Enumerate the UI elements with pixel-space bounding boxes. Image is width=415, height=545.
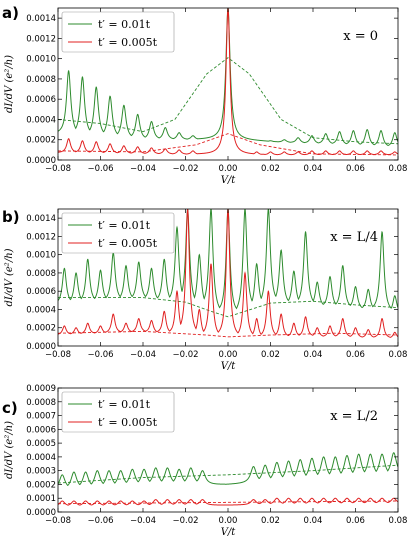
y-tick-label: 0.0009: [26, 384, 56, 394]
y-tick-label: 0.0000: [26, 342, 56, 352]
y-axis-label: dI/dV (e²/h): [4, 55, 15, 113]
legend-entry: t′ = 0.01t: [98, 18, 151, 31]
series-group: [58, 8, 398, 156]
x-tick-label: −0.02: [172, 516, 198, 526]
x-tick-label: −0.04: [130, 350, 156, 360]
panel-label: b): [2, 208, 20, 226]
series-group: [58, 209, 398, 338]
x-tick-label: 0.00: [219, 350, 238, 360]
legend: t′ = 0.01t t′ = 0.005t: [61, 212, 175, 254]
panel-label: a): [2, 4, 19, 22]
series-line-4: [58, 133, 398, 156]
y-tick-label: 0.0002: [26, 136, 56, 146]
x-axis-label: V/t: [221, 361, 237, 372]
y-tick-label: 0.0007: [26, 412, 56, 422]
y-tick-label: 0.0004: [26, 115, 56, 125]
panel-annotation: x = 0: [343, 29, 378, 44]
x-tick-label: 0.00: [219, 516, 238, 526]
x-tick-label: 0.04: [304, 350, 323, 360]
y-tick-label: 0.0014: [26, 14, 56, 24]
y-tick-label: 0.0004: [26, 305, 56, 315]
series-line-1: [58, 452, 398, 487]
panel-annotation: x = L/4: [330, 230, 378, 245]
x-tick-label: 0.08: [389, 350, 408, 360]
legend-entry: t′ = 0.005t: [98, 36, 158, 49]
panel-label: c): [2, 399, 18, 417]
y-tick-label: 0.0012: [26, 232, 56, 242]
legend-entry: t′ = 0.01t: [98, 219, 151, 232]
x-tick-label: −0.06: [87, 350, 113, 360]
x-tick-label: −0.08: [45, 164, 71, 174]
x-axis-label: V/t: [221, 527, 237, 538]
x-tick-label: 0.02: [261, 350, 280, 360]
chart-panel-1: −0.08 −0.06 −0.04 −0.02 0.00 0.02 0.04 0.06 0.08…: [2, 4, 407, 186]
legend-entry: t′ = 0.005t: [98, 416, 158, 429]
y-tick-label: 0.0012: [26, 34, 56, 44]
y-tick-label: 0.0006: [26, 425, 56, 435]
y-tick-label: 0.0002: [26, 324, 56, 334]
y-tick-label: 0.0002: [26, 480, 56, 490]
y-tick-label: 0.0003: [26, 467, 56, 477]
chart-panel-2: −0.08 −0.06 −0.04 −0.02 0.00 0.02 0.04 0.06 0.08…: [2, 208, 407, 372]
series-line-2: [58, 464, 398, 484]
chart-panel-3: −0.08 −0.06 −0.04 −0.02 0.00 0.02 0.04 0.06 0.08…: [2, 384, 407, 538]
series-line-4: [58, 500, 398, 505]
y-tick-label: 0.0006: [26, 287, 56, 297]
y-axis-label: dI/dV (e²/h): [4, 421, 15, 479]
y-axis-label: dI/dV (e²/h): [4, 248, 15, 306]
x-tick-label: 0.00: [219, 164, 238, 174]
series-group: [58, 452, 398, 506]
x-tick-label: 0.08: [389, 164, 408, 174]
x-tick-label: 0.06: [346, 350, 365, 360]
series-line-3: [58, 209, 398, 338]
x-tick-label: −0.08: [45, 350, 71, 360]
x-tick-label: 0.04: [304, 516, 323, 526]
series-line-3: [58, 497, 398, 506]
legend-entry: t′ = 0.01t: [98, 398, 151, 411]
series-line-1: [58, 209, 398, 310]
legend: t′ = 0.01t t′ = 0.005t: [61, 11, 175, 53]
series-line-4: [58, 330, 398, 338]
series-line-2: [58, 57, 398, 145]
y-tick-label: 0.0000: [26, 508, 56, 518]
x-tick-label: 0.02: [261, 164, 280, 174]
y-tick-label: 0.0005: [26, 439, 56, 449]
x-tick-label: −0.02: [172, 350, 198, 360]
x-tick-label: 0.08: [389, 516, 408, 526]
x-axis-label: V/t: [221, 175, 237, 186]
x-tick-label: −0.08: [45, 516, 71, 526]
x-tick-label: −0.02: [172, 164, 198, 174]
legend: t′ = 0.01t t′ = 0.005t: [61, 391, 175, 433]
y-tick-label: 0.0000: [26, 156, 56, 166]
y-tick-label: 0.0006: [26, 95, 56, 105]
x-tick-label: 0.06: [346, 516, 365, 526]
y-tick-label: 0.0008: [26, 269, 56, 279]
y-tick-label: 0.0001: [26, 494, 56, 504]
series-line-1: [58, 8, 398, 146]
x-tick-label: −0.04: [130, 164, 156, 174]
x-tick-label: 0.06: [346, 164, 365, 174]
y-tick-label: 0.0008: [26, 75, 56, 85]
x-tick-label: 0.02: [261, 516, 280, 526]
series-line-2: [58, 297, 398, 318]
x-tick-label: −0.06: [87, 516, 113, 526]
y-tick-label: 0.0008: [26, 398, 56, 408]
y-tick-label: 0.0010: [26, 251, 56, 261]
panel-annotation: x = L/2: [330, 409, 378, 424]
x-tick-label: −0.06: [87, 164, 113, 174]
y-tick-label: 0.0004: [26, 453, 56, 463]
y-tick-label: 0.0010: [26, 55, 56, 65]
y-tick-label: 0.0014: [26, 214, 56, 224]
x-tick-label: 0.04: [304, 164, 323, 174]
legend-entry: t′ = 0.005t: [98, 237, 158, 250]
x-tick-label: −0.04: [130, 516, 156, 526]
